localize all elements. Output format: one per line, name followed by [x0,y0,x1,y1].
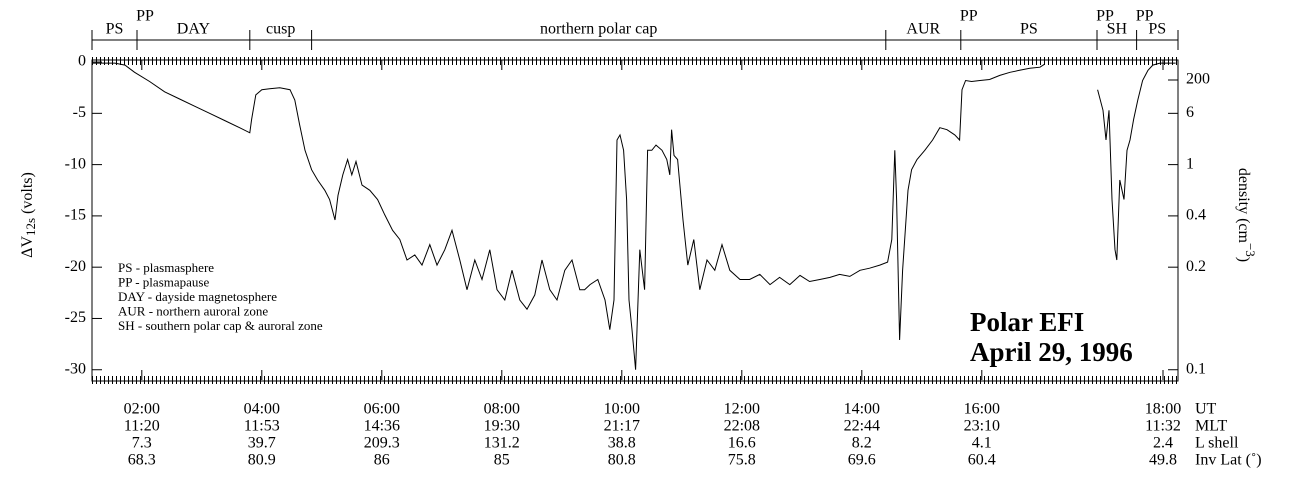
region-label: SH [1107,21,1128,38]
x-tick-row-label: 4.1 [972,435,992,452]
x-tick-row-label: 22:44 [844,418,880,435]
x-tick-label: 02:00 [124,401,160,418]
x-tick-row-label: 80.9 [248,452,276,469]
annotation: Polar EFI [970,307,1084,337]
x-tick-row-label: 38.8 [608,435,636,452]
x-tick-row-label: 11:32 [1145,418,1181,435]
x-tick-row-label: 19:30 [484,418,520,435]
x-tick-row-label: 8.2 [852,435,872,452]
region-label: PS [1020,21,1038,38]
boundary-label: PP [136,8,154,25]
x-tick-label: 16:00 [964,401,1000,418]
x-tick-label: 12:00 [724,401,760,418]
annotation: April 29, 1996 [970,337,1133,367]
x-tick-label: 06:00 [364,401,400,418]
x-tick-row-label: 11:20 [124,418,160,435]
x-tick-row-label: 69.6 [848,452,876,469]
y-tick-label: -25 [65,309,86,326]
y2-tick-label: 1 [1186,155,1194,172]
x-tick-row-label: 75.8 [728,452,756,469]
boundary-label: PP [1136,8,1154,25]
y2-tick-label: 200 [1186,71,1210,88]
x-tick-label: 18:00 [1145,401,1181,418]
x-tick-row-label: 60.4 [968,452,996,469]
boundary-label: PP [1096,8,1114,25]
x-tick-row-label: 14:36 [364,418,400,435]
legend-entry: SH - southern polar cap & auroral zone [118,318,323,333]
y2-tick-label: 6 [1186,104,1194,121]
y-axis-label: ΔV12s (volts) [19,172,38,258]
x-tick-label: 10:00 [604,401,640,418]
y2-tick-label: 0.1 [1186,360,1206,377]
legend-entry: DAY - dayside magnetosphere [118,289,277,304]
y-tick-label: -15 [65,207,86,224]
x-tick-row-label: 85 [494,452,510,469]
region-label: northern polar cap [540,21,657,38]
x-row-name: Inv Lat (˚) [1195,452,1262,469]
legend-entry: AUR - northern auroral zone [118,303,268,318]
x-tick-row-label: 23:10 [964,418,1000,435]
data-line [92,62,1176,370]
x-tick-row-label: 80.8 [608,452,636,469]
x-tick-row-label: 209.3 [364,435,400,452]
x-tick-label: 04:00 [244,401,280,418]
x-tick-row-label: 7.3 [132,435,152,452]
x-row-name: L shell [1195,435,1239,452]
boundary-label: PP [960,8,978,25]
x-row-name: MLT [1195,418,1228,435]
y2-tick-label: 0.4 [1186,207,1206,224]
plot-frame [91,59,1179,382]
y2-tick-label: 0.2 [1186,258,1206,275]
x-tick-row-label: 21:17 [604,418,640,435]
y-tick-label: -5 [73,104,86,121]
y-tick-label: -10 [65,155,86,172]
y-tick-label: -30 [65,360,86,377]
x-tick-row-label: 131.2 [484,435,520,452]
region-label: cusp [266,21,295,38]
region-label: DAY [177,21,211,38]
y2-axis-label: density (cm−3) [1235,168,1258,262]
region-label: AUR [906,21,940,38]
x-tick-row-label: 39.7 [248,435,276,452]
x-tick-row-label: 49.8 [1149,452,1177,469]
x-tick-row-label: 2.4 [1153,435,1173,452]
legend-entry: PP - plasmapause [118,274,209,289]
x-tick-label: 08:00 [484,401,520,418]
region-label: PS [106,21,124,38]
legend-entry: PS - plasmasphere [118,260,214,275]
x-tick-row-label: 22:08 [724,418,760,435]
x-tick-row-label: 68.3 [128,452,156,469]
x-tick-row-label: 11:53 [244,418,280,435]
region-label: PS [1148,21,1166,38]
y-tick-label: 0 [78,53,86,70]
y-tick-label: -20 [65,258,86,275]
x-tick-row-label: 86 [374,452,390,469]
x-tick-row-label: 16.6 [728,435,756,452]
x-axis-label: UT [1195,401,1217,418]
x-tick-label: 14:00 [844,401,880,418]
